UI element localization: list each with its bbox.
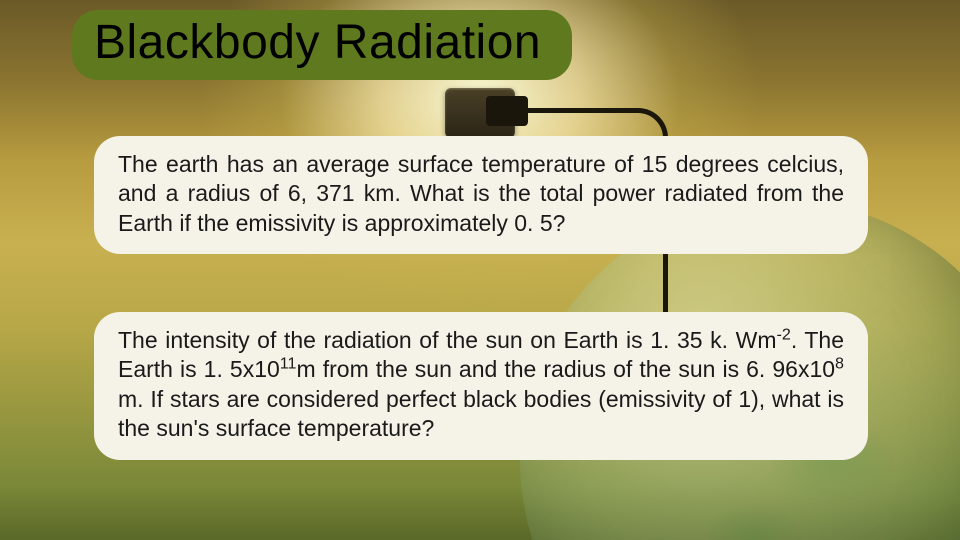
- question-2-text: The intensity of the radiation of the su…: [118, 326, 844, 444]
- question-panel-2: The intensity of the radiation of the su…: [94, 312, 868, 460]
- question-panel-1: The earth has an average surface tempera…: [94, 136, 868, 254]
- slide-title: Blackbody Radiation: [94, 18, 550, 68]
- title-panel: Blackbody Radiation: [72, 10, 572, 80]
- question-1-text: The earth has an average surface tempera…: [118, 150, 844, 238]
- power-plug-graphic: [486, 96, 528, 126]
